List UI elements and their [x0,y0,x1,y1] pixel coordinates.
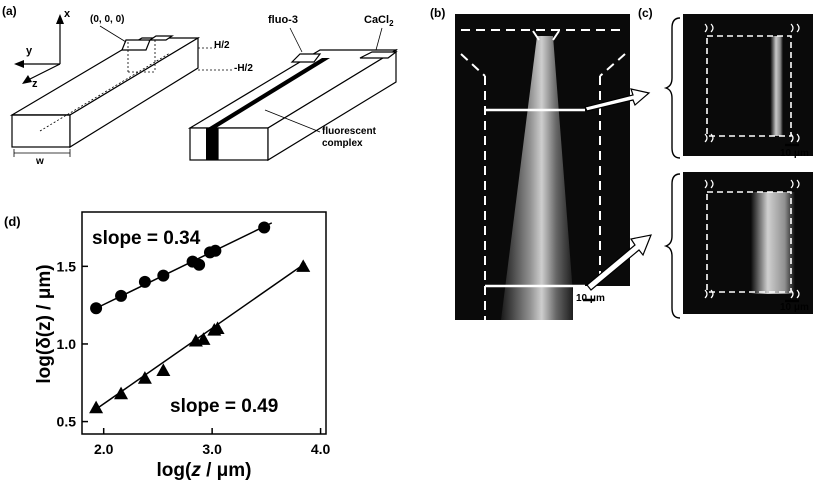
panel-b-scalebar-label: 10 μm [576,293,605,304]
data-point-triangle [210,321,225,335]
axis-z-label: z [32,78,38,90]
data-point-triangle [296,259,311,272]
plot-frame [81,211,327,435]
data-point-triangle [156,363,171,376]
fit-line-triangle [95,262,306,410]
fluorescent-complex-label: fluorescent complex [322,126,376,149]
data-point-circle [193,258,206,271]
h-bottom-label: -H/2 [234,63,253,74]
panel-c-cross-section-bottom [683,172,813,314]
data-point-triangle [196,332,211,345]
panel-d-label: (d) [4,214,21,229]
y-tick-label: 1.5 [57,258,77,274]
axis-y-label: y [26,45,33,57]
panel-c-scalebar-bottom [785,299,799,303]
slope-label-triangles: slope = 0.49 [170,396,278,417]
data-point-circle [157,269,170,282]
data-point-circle [258,221,271,234]
data-point-circle [115,289,128,302]
data-point-triangle [114,386,129,400]
data-point-triangle [137,371,152,384]
data-point-circle [209,244,222,257]
fluo3-label: fluo-3 [268,14,298,26]
panel-c-scalebar-top [785,143,799,147]
y-tick-label: 0.5 [57,414,77,430]
panel-c-braces [663,17,681,319]
x-tick-label: 4.0 [311,441,331,457]
panel-c-label: (c) [638,6,653,20]
h-top-label: H/2 [214,40,230,51]
b-to-c-arrows [584,88,652,291]
panel-c-scalebar-bottom-label: 10 μm [780,302,809,313]
data-point-circle [138,275,151,288]
x-axis-title: log(z / μm) [156,460,251,481]
panel-c-cross-section-top [683,14,813,156]
panel-a-label: (a) [2,4,17,18]
x-tick-label: 2.0 [94,441,114,457]
y-axis-title: log(δ(z) / μm) [34,264,55,383]
panel-a-diagram [9,14,399,162]
x-tick-label: 3.0 [202,441,222,457]
origin-label: (0, 0, 0) [90,14,125,25]
panel-b-micrograph [455,14,631,320]
panel-b-label: (b) [430,6,446,20]
slope-label-circles: slope = 0.34 [92,228,201,249]
cacl2-label: CaCl2 [364,14,394,29]
panel-c-scalebar-top-label: 10 μm [780,148,809,159]
data-point-circle [90,302,103,315]
y-tick-label: 1.0 [57,336,77,352]
data-point-triangle [89,400,104,414]
width-label: w [36,156,44,167]
axis-x-label: x [64,8,71,20]
